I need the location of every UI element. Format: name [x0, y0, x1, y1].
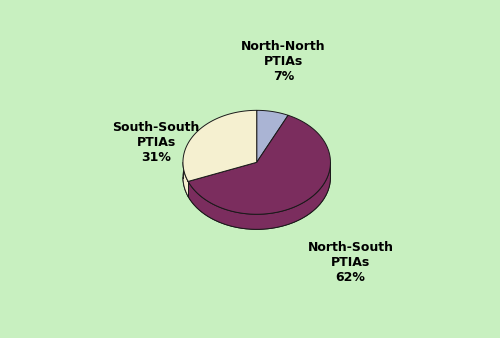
Text: South-South
PTIAs
31%: South-South PTIAs 31%	[112, 121, 200, 164]
Text: North-South
PTIAs
62%: North-South PTIAs 62%	[308, 241, 394, 284]
Ellipse shape	[183, 125, 330, 230]
Polygon shape	[188, 115, 330, 214]
Polygon shape	[183, 110, 256, 182]
Polygon shape	[188, 163, 330, 230]
Polygon shape	[183, 163, 188, 196]
Polygon shape	[256, 110, 288, 162]
Text: North-North
PTIAs
7%: North-North PTIAs 7%	[241, 40, 326, 83]
